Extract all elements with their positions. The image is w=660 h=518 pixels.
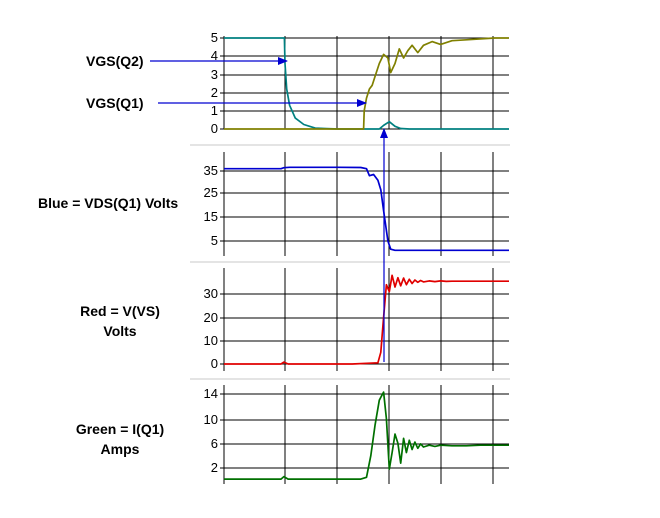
plot-panels: 0 1 2 3 4 5 5 15 25 35 0 10 20 30 2 6 10 14 [204, 30, 509, 484]
panel-3-ytick-10: 10 [204, 333, 218, 348]
panel-1: 0 1 2 3 4 5 [211, 30, 509, 136]
label-red-vvs-line2: Volts [103, 323, 136, 339]
panel-1-ytick-3: 3 [211, 67, 218, 82]
panel-4-ytick-6: 6 [211, 436, 218, 451]
panel-2-ytick-15: 15 [204, 209, 218, 224]
panel-1-ytick-0: 0 [211, 121, 218, 136]
label-red-vvs-line1: Red = V(VS) [80, 303, 160, 319]
panel-2-ytick-25: 25 [204, 185, 218, 200]
label-vgs-q2: VGS(Q2) [86, 53, 144, 69]
series-v-vs [224, 274, 509, 365]
panel-4-ytick-14: 14 [204, 386, 218, 401]
panel-4: 2 6 10 14 [204, 385, 509, 484]
panel-1-ytick-4: 4 [211, 48, 218, 63]
series-vgs-q1 [224, 37, 509, 130]
series-vds-q1 [224, 166, 509, 252]
label-green-iq1-line1: Green = I(Q1) [76, 421, 164, 437]
panel-3: 0 10 20 30 [204, 268, 509, 371]
series-vgs-q2 [224, 37, 509, 130]
panel-1-ytick-1: 1 [211, 103, 218, 118]
label-green-iq1-line2: Amps [101, 441, 140, 457]
panel-4-ytick-10: 10 [204, 412, 218, 427]
panel-3-ytick-30: 30 [204, 286, 218, 301]
panel-2: 5 15 25 35 [204, 152, 509, 256]
panel-3-ytick-0: 0 [211, 356, 218, 371]
panel-3-ytick-20: 20 [204, 310, 218, 325]
panel-1-ytick-5: 5 [211, 30, 218, 45]
panel-4-ytick-2: 2 [211, 460, 218, 475]
panel-2-ytick-35: 35 [204, 163, 218, 178]
label-blue-vds: Blue = VDS(Q1) Volts [38, 195, 178, 211]
panel-1-ytick-2: 2 [211, 85, 218, 100]
label-vgs-q1: VGS(Q1) [86, 95, 144, 111]
series-i-q1 [224, 391, 509, 480]
panel-2-ytick-5: 5 [211, 233, 218, 248]
